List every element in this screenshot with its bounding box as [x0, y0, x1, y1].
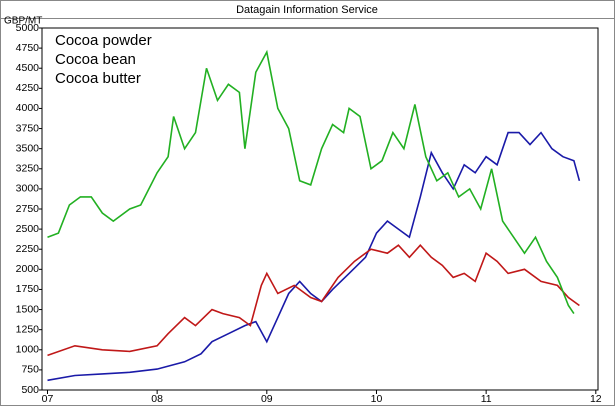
x-tick-label: 08	[151, 393, 163, 405]
y-tick-label: 5000	[16, 22, 40, 34]
y-tick-label: 500	[21, 384, 39, 396]
y-tick-label: 3250	[16, 163, 40, 175]
x-tick-label: 07	[42, 393, 54, 405]
x-tick-label: 11	[481, 393, 492, 405]
y-tick-label: 3500	[16, 142, 40, 154]
y-tick-label: 2000	[16, 263, 40, 275]
y-tick-label: 4750	[16, 42, 40, 54]
chart-title: Datagain Information Service	[236, 4, 378, 16]
y-tick-label: 1500	[16, 303, 40, 315]
x-tick-label: 10	[371, 393, 383, 405]
y-tick-label: 2750	[16, 203, 40, 215]
y-tick-label: 1750	[16, 283, 40, 295]
y-tick-label: 4250	[16, 82, 40, 94]
y-tick-label: 4500	[16, 62, 40, 74]
series-line	[47, 49, 575, 315]
y-axis-label: GBP/MT	[4, 16, 42, 27]
y-tick-label: 750	[21, 364, 39, 376]
x-tick-label: 09	[261, 393, 273, 405]
x-tick-label: 12	[590, 393, 602, 405]
y-tick-label: 3000	[16, 183, 40, 195]
y-tick-label: 1000	[16, 344, 40, 356]
legend-entry: Cocoa powder	[55, 32, 152, 49]
series-line	[47, 244, 580, 357]
y-tick-label: 1250	[16, 323, 40, 335]
legend-entry: Cocoa bean	[55, 51, 136, 68]
series-line	[47, 131, 581, 382]
y-tick-label: 2250	[16, 243, 40, 255]
legend-entry: Cocoa butter	[55, 70, 141, 87]
y-tick-label: 2500	[16, 223, 40, 235]
y-tick-label: 4000	[16, 102, 40, 114]
y-tick-label: 3750	[16, 122, 40, 134]
